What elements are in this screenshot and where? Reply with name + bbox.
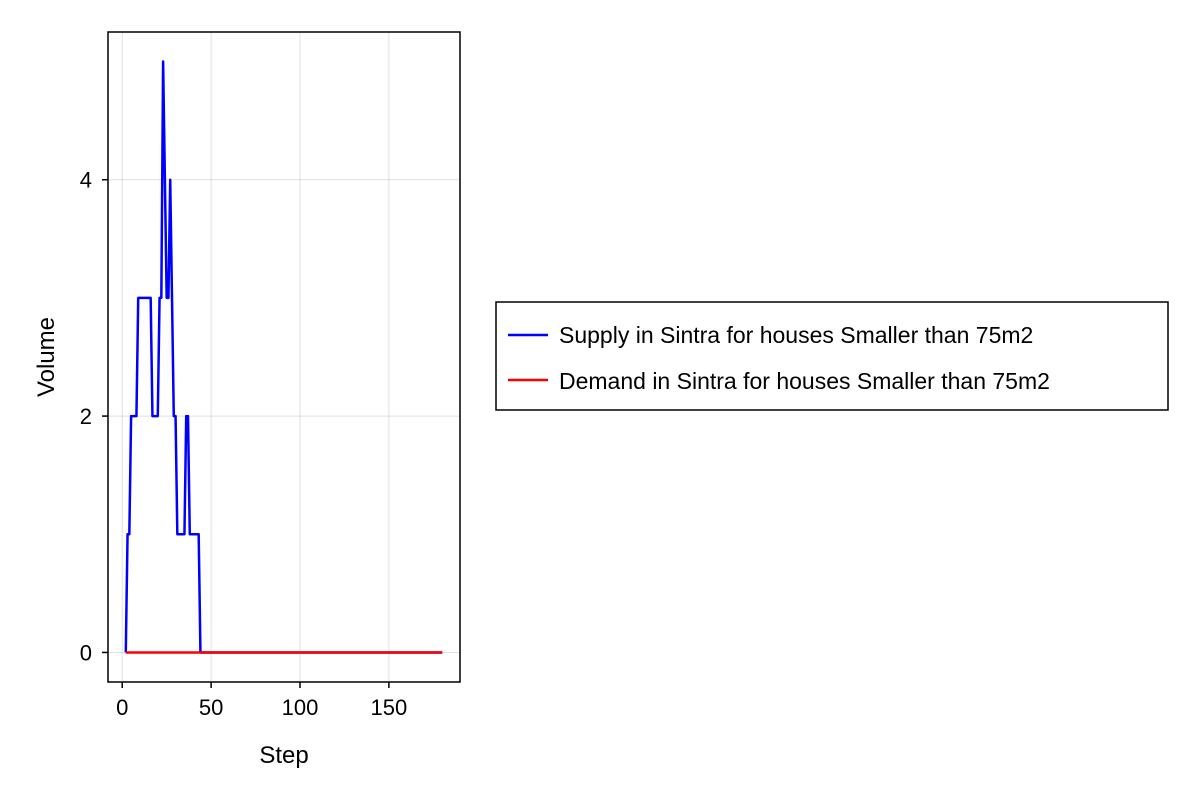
x-tick-label: 100	[282, 695, 319, 720]
series-layer	[124, 60, 443, 654]
x-tick-label: 50	[199, 695, 223, 720]
grid	[108, 32, 460, 682]
y-tick-label: 2	[80, 404, 92, 429]
y-tick-label: 0	[80, 640, 92, 665]
legend-label-demand: Demand in Sintra for houses Smaller than…	[559, 368, 1050, 394]
legend-box	[495, 301, 1169, 411]
plot-frame	[107, 31, 461, 683]
ticks: 0 50 100 150 0 2 4	[80, 168, 407, 720]
y-axis-title: Volume	[33, 317, 60, 397]
x-tick-label: 150	[371, 695, 408, 720]
legend: Supply in Sintra for houses Smaller than…	[495, 301, 1169, 411]
y-tick-label: 4	[80, 168, 92, 193]
x-axis-title: Step	[259, 742, 308, 769]
series-line-supply	[124, 60, 443, 654]
x-tick-label: 0	[116, 695, 128, 720]
legend-label-supply: Supply in Sintra for houses Smaller than…	[559, 322, 1033, 348]
